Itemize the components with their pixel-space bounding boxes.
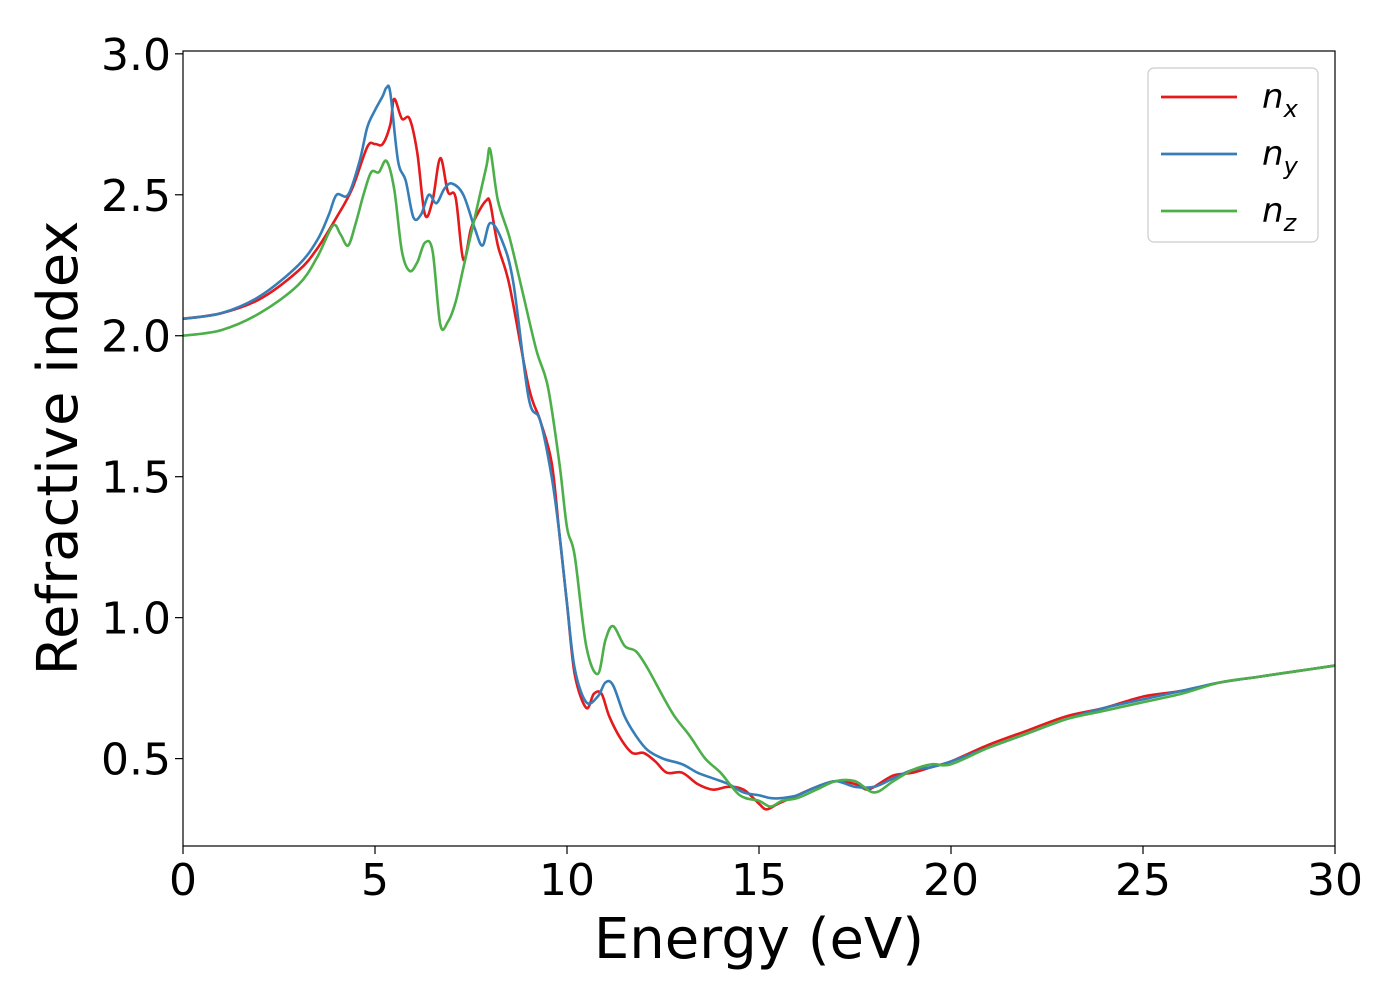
- x-tick-label: 20: [923, 855, 979, 906]
- x-tick-label: 5: [361, 855, 389, 906]
- series-layer: [182, 84, 1336, 811]
- y-tick-label: 0.5: [101, 735, 171, 786]
- x-axis-label: Energy (eV): [594, 907, 924, 972]
- y-tick-label: 3.0: [101, 30, 171, 81]
- x-tick-label: 10: [539, 855, 595, 906]
- x-tick-label: 30: [1307, 855, 1363, 906]
- y-tick-label: 1.0: [101, 594, 171, 645]
- legend: nx ny nz: [1147, 67, 1319, 243]
- x-tick-label: 0: [169, 855, 197, 906]
- legend-label-n-y: ny: [1262, 134, 1299, 180]
- legend-label-n-z: nz: [1262, 191, 1298, 237]
- series-line-n-z: [182, 147, 1336, 808]
- y-tick-label: 2.5: [101, 171, 171, 222]
- x-tick-label: 25: [1115, 855, 1171, 906]
- series-line-n-y: [182, 84, 1336, 800]
- y-tick-label: 2.0: [101, 312, 171, 363]
- series-line-n-x: [182, 97, 1336, 811]
- y-tick-label: 1.5: [101, 453, 171, 504]
- legend-label-n-x: nx: [1262, 77, 1299, 123]
- x-axis: 0 5 10 15 20 25 30: [169, 846, 1363, 906]
- x-tick-label: 15: [731, 855, 787, 906]
- y-axis-label: Refractive index: [26, 221, 91, 676]
- y-axis: 0.5 1.0 1.5 2.0 2.5 3.0: [101, 30, 183, 786]
